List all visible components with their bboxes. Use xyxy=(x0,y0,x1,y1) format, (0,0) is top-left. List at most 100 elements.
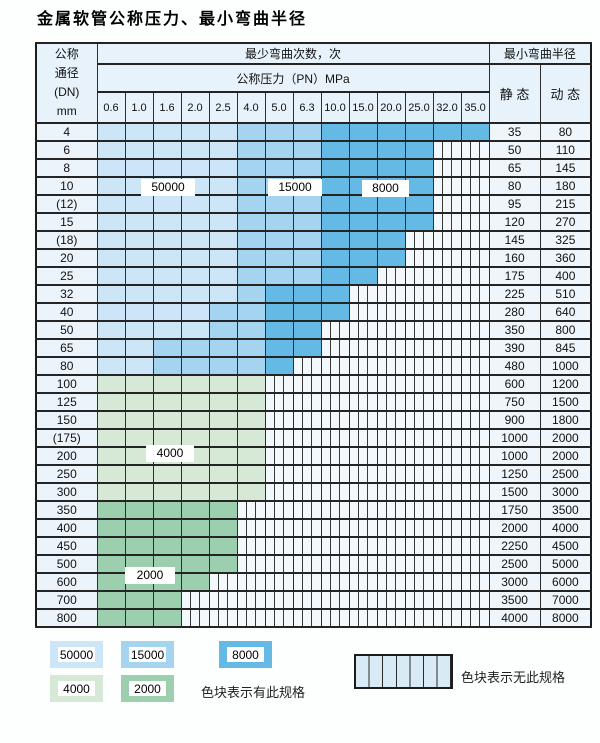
no-spec-cell xyxy=(292,464,322,484)
dn-cell: 50 xyxy=(35,320,98,340)
bend-radius-header: 最小弯曲半径 xyxy=(488,42,592,65)
spec-cell-b2 xyxy=(264,266,294,286)
dynamic-radius-cell: 2000 xyxy=(539,446,592,466)
dn-cell: 600 xyxy=(35,572,98,592)
no-spec-cell xyxy=(348,338,378,358)
spec-cell-b2 xyxy=(292,194,322,214)
spec-cell-g1 xyxy=(236,464,266,484)
no-spec-cell xyxy=(404,392,434,412)
spec-cell-g1 xyxy=(124,482,154,502)
no-spec-cell xyxy=(292,392,322,412)
spec-cell-b3 xyxy=(376,194,406,214)
spec-cell-b3 xyxy=(320,140,350,160)
no-spec-cell xyxy=(404,338,434,358)
spec-cell-b2 xyxy=(292,122,322,142)
spec-cell-b3 xyxy=(264,320,294,340)
spec-cell-g1 xyxy=(124,428,154,448)
table-row: 100 600 1200 xyxy=(35,374,592,394)
no-spec-cell xyxy=(320,500,350,520)
dynamic-radius-cell: 2000 xyxy=(539,428,592,448)
spec-cell-b3 xyxy=(348,158,378,178)
dynamic-radius-cell: 510 xyxy=(539,284,592,304)
static-radius-cell: 480 xyxy=(488,356,541,376)
spec-cell-b3 xyxy=(320,302,350,322)
spec-cell-b1 xyxy=(180,248,210,268)
no-spec-cell xyxy=(348,302,378,322)
no-spec-cell xyxy=(376,554,406,574)
static-radius-cell: 2000 xyxy=(488,518,541,538)
no-spec-cell xyxy=(320,482,350,502)
no-spec-cell xyxy=(208,590,238,610)
static-radius-cell: 50 xyxy=(488,140,541,160)
spec-cell-b3 xyxy=(348,230,378,250)
no-spec-cell xyxy=(404,410,434,430)
spec-cell-b1 xyxy=(180,302,210,322)
no-spec-cell xyxy=(320,392,350,412)
spec-cell-b2 xyxy=(292,230,322,250)
spec-cell-b3 xyxy=(292,320,322,340)
static-radius-cell: 750 xyxy=(488,392,541,412)
spec-cell-b2 xyxy=(152,338,182,358)
spec-cell-b2 xyxy=(236,194,266,214)
spec-cell-b1 xyxy=(124,230,154,250)
spec-cell-b1 xyxy=(124,356,154,376)
legend-swatch-4000: 4000 xyxy=(50,675,103,702)
dynamic-radius-cell: 4500 xyxy=(539,536,592,556)
no-spec-cell xyxy=(432,392,462,412)
dn-cell: 800 xyxy=(35,608,98,628)
spec-cell-b2 xyxy=(292,248,322,268)
spec-cell-b1 xyxy=(152,284,182,304)
no-spec-cell xyxy=(208,608,238,628)
spec-cell-b3 xyxy=(432,122,462,142)
spec-cell-g1 xyxy=(208,410,238,430)
no-spec-cell xyxy=(320,428,350,448)
no-spec-cell xyxy=(404,536,434,556)
spec-cell-g1 xyxy=(152,464,182,484)
spec-cell-b1 xyxy=(208,248,238,268)
spec-cell-b1 xyxy=(96,140,126,160)
spec-cell-b1 xyxy=(152,194,182,214)
no-spec-cell xyxy=(292,410,322,430)
spec-cell-b1 xyxy=(152,230,182,250)
no-spec-cell xyxy=(460,464,490,484)
no-spec-cell xyxy=(404,374,434,394)
spec-cell-b3 xyxy=(320,158,350,178)
no-spec-cell xyxy=(320,518,350,538)
spec-cell-b1 xyxy=(152,122,182,142)
spec-cell-g2 xyxy=(124,536,154,556)
no-spec-cell xyxy=(404,446,434,466)
spec-cell-b2 xyxy=(180,356,210,376)
no-spec-cell xyxy=(348,356,378,376)
spec-cell-b3 xyxy=(264,356,294,376)
dynamic-radius-cell: 1200 xyxy=(539,374,592,394)
no-spec-cell xyxy=(236,518,266,538)
spec-cell-g1 xyxy=(208,446,238,466)
dynamic-radius-cell: 1800 xyxy=(539,410,592,430)
spec-cell-b3 xyxy=(376,212,406,232)
no-spec-cell xyxy=(292,428,322,448)
no-spec-cell xyxy=(376,590,406,610)
dynamic-radius-cell: 5000 xyxy=(539,554,592,574)
no-spec-cell xyxy=(292,500,322,520)
spec-cell-g1 xyxy=(180,464,210,484)
dynamic-radius-cell: 640 xyxy=(539,302,592,322)
page-title: 金属软管公称压力、最小弯曲半径 xyxy=(37,11,308,28)
spec-cell-b3 xyxy=(348,248,378,268)
no-spec-cell xyxy=(264,536,294,556)
no-spec-cell xyxy=(236,590,266,610)
dynamic-radius-cell: 400 xyxy=(539,266,592,286)
static-radius-cell: 3500 xyxy=(488,590,541,610)
dn-cell: 500 xyxy=(35,554,98,574)
spec-cell-b3 xyxy=(404,122,434,142)
dn-cell: 200 xyxy=(35,446,98,466)
no-spec-cell xyxy=(432,464,462,484)
spec-cell-b3 xyxy=(320,266,350,286)
spec-cell-b1 xyxy=(152,266,182,286)
dn-cell: 300 xyxy=(35,482,98,502)
no-spec-cell xyxy=(264,500,294,520)
table-row: 500 2500 5000 xyxy=(35,554,592,574)
no-spec-cell xyxy=(236,608,266,628)
dn-cell: 25 xyxy=(35,266,98,286)
spec-cell-g1 xyxy=(208,392,238,412)
spec-cell-b2 xyxy=(264,194,294,214)
